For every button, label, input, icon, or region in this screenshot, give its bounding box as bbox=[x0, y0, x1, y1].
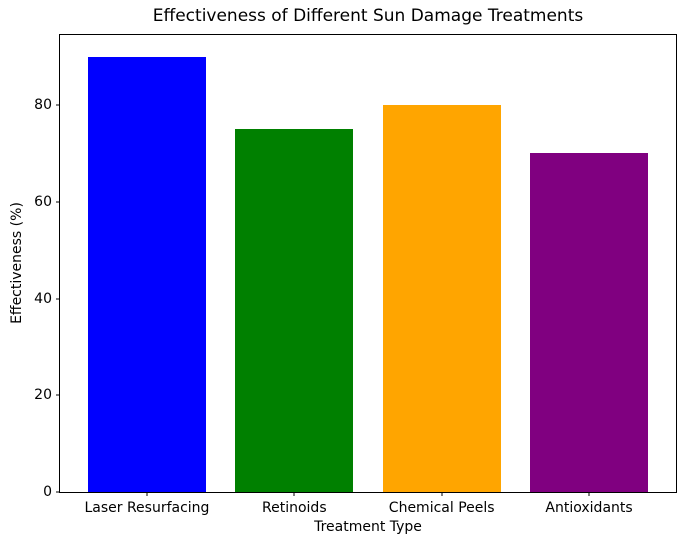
x-tick-mark bbox=[293, 492, 295, 496]
x-tick-label: Laser Resurfacing bbox=[84, 500, 210, 516]
plot-area: Laser Resurfacing Retinoids Chemical Peels… bbox=[34, 34, 677, 516]
y-axis-label: Effectiveness (%) bbox=[9, 202, 25, 324]
x-tick-label: Chemical Peels bbox=[388, 500, 495, 516]
x-tick-mark bbox=[441, 492, 443, 496]
y-tick-mark bbox=[56, 394, 60, 396]
x-tick-mark bbox=[588, 492, 590, 496]
x-tick-label: Antioxidants bbox=[545, 500, 633, 516]
bar-retinoids bbox=[235, 129, 354, 492]
y-tick-mark bbox=[56, 104, 60, 106]
chart-title: Effectiveness of Different Sun Damage Tr… bbox=[152, 6, 584, 26]
bar-chemical-peels bbox=[382, 105, 501, 492]
x-tick-mark bbox=[146, 492, 148, 496]
y-tick-label: 0 bbox=[43, 484, 52, 500]
x-axis-label: Treatment Type bbox=[314, 519, 422, 535]
y-tick-mark bbox=[56, 298, 60, 300]
bar-laser-resurfacing bbox=[88, 56, 206, 492]
y-tick-label: 60 bbox=[34, 193, 52, 210]
x-tick-label: Retinoids bbox=[262, 500, 327, 516]
bar-antioxidants bbox=[530, 153, 648, 492]
y-tick-mark bbox=[56, 491, 60, 493]
y-tick-label: 20 bbox=[34, 387, 52, 404]
y-tick-label: 80 bbox=[34, 97, 52, 114]
y-tick-label: 40 bbox=[34, 290, 52, 307]
y-tick-mark bbox=[56, 201, 60, 203]
